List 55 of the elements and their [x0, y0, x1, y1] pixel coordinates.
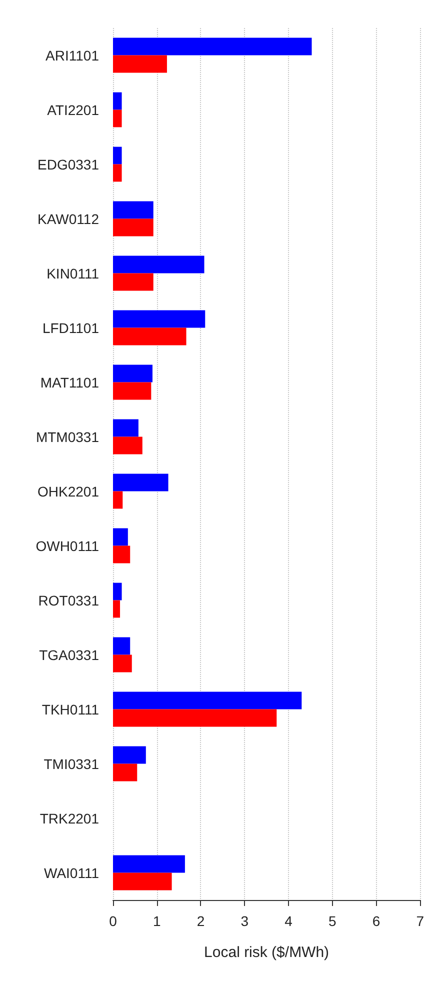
bar: [113, 709, 277, 727]
bar: [113, 600, 120, 618]
bar: [113, 92, 122, 110]
bar: [113, 692, 302, 710]
x-tick-label: 0: [109, 913, 118, 929]
bar: [113, 546, 130, 564]
bar: [113, 436, 142, 454]
bar: [113, 256, 204, 274]
bar: [113, 364, 152, 382]
y-tick-label: ATI2201: [47, 102, 100, 118]
bar: [113, 654, 132, 672]
x-tick-label: 6: [372, 913, 380, 929]
y-tick-label: LFD1101: [42, 320, 100, 336]
bar: [113, 491, 123, 509]
bar: [113, 382, 152, 400]
bar: [113, 55, 167, 73]
bar: [113, 855, 185, 873]
y-tick-label: ARI1101: [46, 47, 100, 64]
bar: [113, 273, 154, 291]
bar: [113, 310, 206, 328]
y-tick-label: KIN0111: [46, 265, 100, 282]
bar: [113, 38, 312, 56]
y-tick-label: OWH0111: [36, 538, 100, 554]
bar: [113, 328, 186, 346]
y-tick-label: KAW0112: [38, 210, 100, 227]
y-tick-label: OHK2201: [38, 483, 100, 500]
x-tick-label: 2: [196, 913, 205, 929]
y-tick-label: TKH0111: [42, 701, 100, 718]
bar: [113, 637, 130, 655]
y-tick-label: EDG0331: [38, 156, 100, 172]
bar: [113, 419, 138, 437]
y-tick-label: WAI0111: [44, 864, 100, 881]
bar: [113, 146, 122, 164]
bar: [113, 164, 122, 182]
x-tick-label: 5: [328, 913, 336, 929]
x-tick-label: 1: [152, 913, 161, 929]
y-tick-label: MTM0331: [36, 428, 100, 445]
y-tick-label: TRK2201: [40, 810, 100, 826]
y-tick-label: TMI0331: [44, 756, 100, 772]
bar: [113, 474, 168, 492]
bar: [113, 528, 128, 546]
x-tick-label: 4: [284, 913, 293, 929]
y-tick-label: MAT1101: [40, 374, 100, 390]
x-tick-label: 7: [416, 913, 424, 929]
y-tick-label: TGA0331: [39, 646, 100, 663]
x-axis-title: Local risk ($/MWh): [204, 944, 330, 961]
bar: [113, 764, 138, 782]
bar: [113, 746, 146, 764]
bar: [113, 218, 154, 236]
x-tick-label: 3: [240, 913, 249, 929]
bar: [113, 201, 154, 219]
bar: [113, 110, 122, 128]
y-tick-label: ROT0331: [38, 592, 100, 608]
bar: [113, 582, 122, 600]
bar: [113, 872, 172, 890]
